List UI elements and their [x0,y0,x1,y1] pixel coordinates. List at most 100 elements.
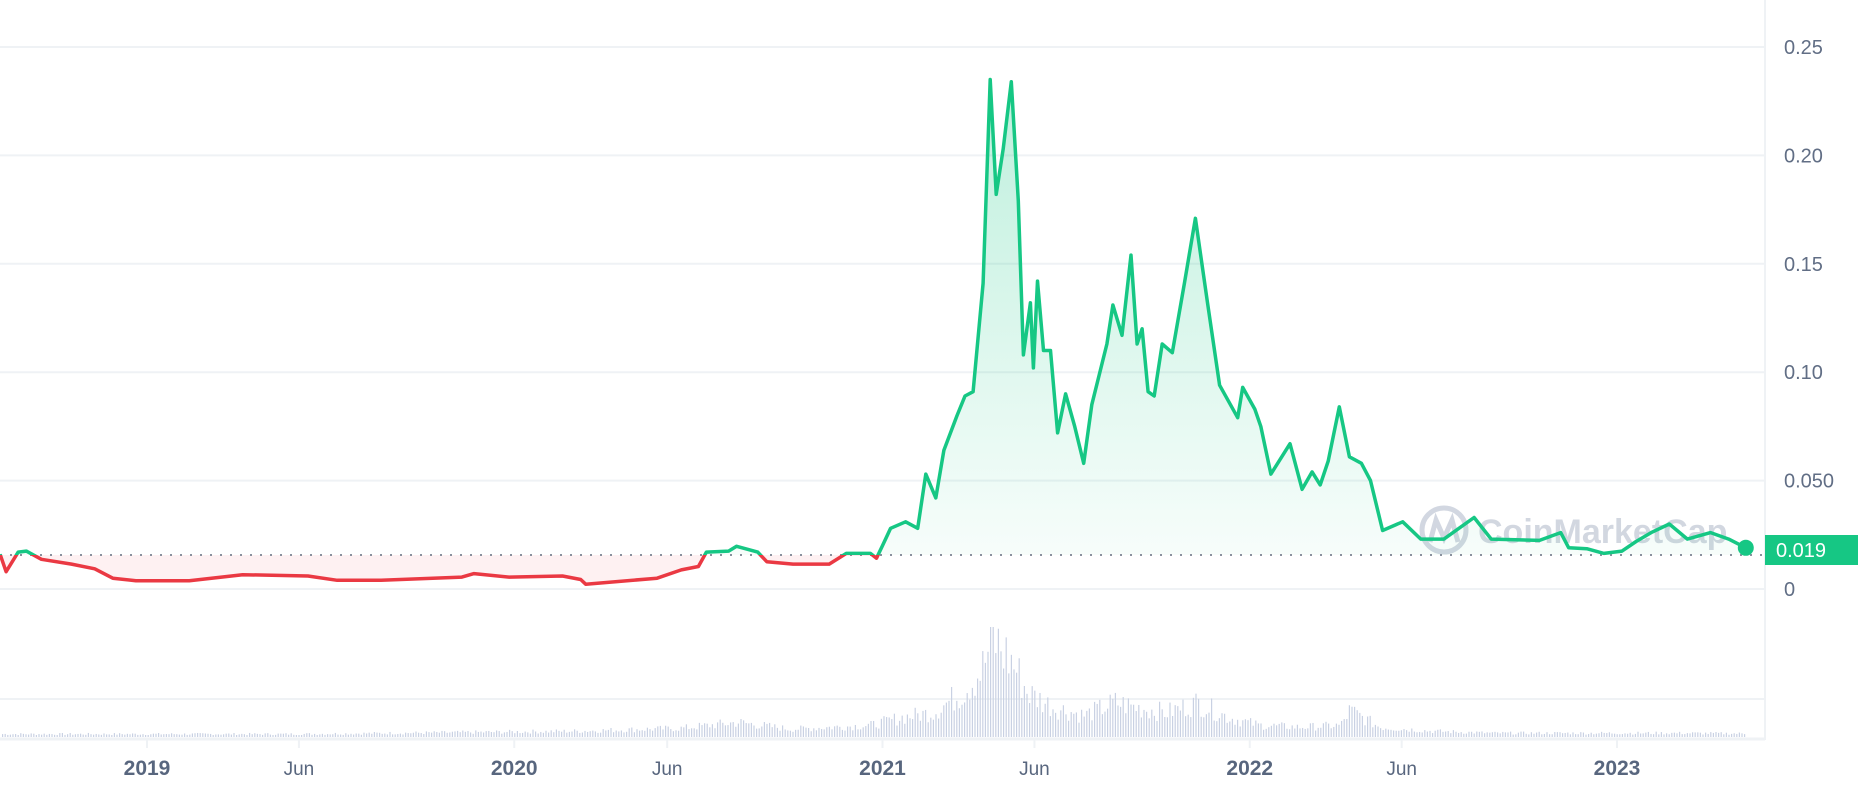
volume-bar [376,732,378,737]
volume-bar [1491,732,1493,737]
volume-bar [722,722,724,737]
volume-bar [1465,733,1467,737]
volume-bar [810,731,812,737]
volume-bar [545,730,547,737]
volume-bar [1330,728,1332,737]
volume-bar [402,734,404,737]
volume-bar [776,727,778,737]
volume-bar [823,729,825,737]
volume-bar [1580,732,1582,737]
volume-bar [932,719,934,737]
volume-bar [1130,704,1132,737]
volume-bar [1650,733,1652,737]
volume-bar [28,734,30,737]
volume-bar [1458,732,1460,737]
current-price-dot [1737,539,1754,556]
volume-bar [251,734,253,737]
volume-bar [852,730,854,737]
volume-bar [155,733,157,737]
volume-bar [997,628,999,737]
volume-bar [1476,731,1478,737]
volume-bar [1146,711,1148,737]
volume-bar [1203,717,1205,737]
volume-bar [888,717,890,737]
volume-bar [236,735,238,737]
volume-bar [592,730,594,737]
volume-bar [727,725,729,737]
volume-bar [883,716,885,737]
volume-bar [1484,733,1486,737]
volume-bar [470,732,472,737]
volume-bar [1515,734,1517,737]
volume-bar [1692,732,1694,737]
volume-bar [800,725,802,737]
volume-bar [446,732,448,737]
volume-bar [691,728,693,737]
volume-bar [124,734,126,737]
volume-bar [498,731,500,737]
volume-bar [1637,731,1639,737]
volume-bar [1437,729,1439,737]
volume-bar [215,734,217,737]
x-tick-label: 2020 [491,757,538,780]
volume-bar [1335,723,1337,737]
volume-bar [670,729,672,737]
volume-bar [979,680,981,737]
volume-bar [1304,728,1306,737]
volume-bar [1135,711,1137,737]
volume-bar [1138,704,1140,737]
volume-bar [766,723,768,737]
volume-bar [1398,730,1400,737]
volume-bar [524,731,526,737]
volume-bar [340,734,342,737]
volume-bar [940,712,942,737]
volume-bar [129,734,131,737]
volume-bar [386,734,388,737]
volume-bar [1697,732,1699,737]
y-tick-label: 0.25 [1784,37,1823,59]
volume-bar [207,733,209,737]
volume-bar [269,734,271,737]
volume-bar [1179,710,1181,737]
volume-bar [1512,734,1514,737]
volume-bar [527,732,529,737]
volume-bar [389,731,391,737]
volume-bar [561,731,563,737]
volume-bar [384,733,386,737]
volume-bar [1723,734,1725,737]
volume-bar [142,734,144,737]
volume-bar [899,720,901,737]
volume-bar [665,725,667,737]
volume-bar [1013,669,1015,737]
volume-bar [230,734,232,737]
volume-bar [74,734,76,737]
volume-bar [818,727,820,737]
volume-bar [254,733,256,737]
volume-bar [1421,732,1423,737]
volume-bar [550,730,552,737]
volume-bar [1187,714,1189,737]
volume-bar [1601,731,1603,737]
volume-bar [914,707,916,737]
volume-bar [1062,705,1064,737]
volume-bar [787,730,789,737]
volume-bar [1218,718,1220,737]
volume-bar [301,735,303,737]
volume-bar [267,733,269,737]
volume-bar [158,733,160,737]
volume-bar [1367,716,1369,737]
volume-bar [111,735,113,737]
volume-bar [605,730,607,737]
volume-bar [740,719,742,737]
volume-bar [1429,730,1431,737]
volume-bar [1715,732,1717,737]
volume-bar [563,729,565,737]
volume-bar [1419,731,1421,737]
volume-bar [1338,724,1340,737]
volume-bar [1039,692,1041,737]
volume-bar [1554,732,1556,737]
volume-bar [1408,731,1410,737]
volume-bar [925,709,927,737]
volume-bar [428,732,430,737]
volume-bar [802,726,804,737]
